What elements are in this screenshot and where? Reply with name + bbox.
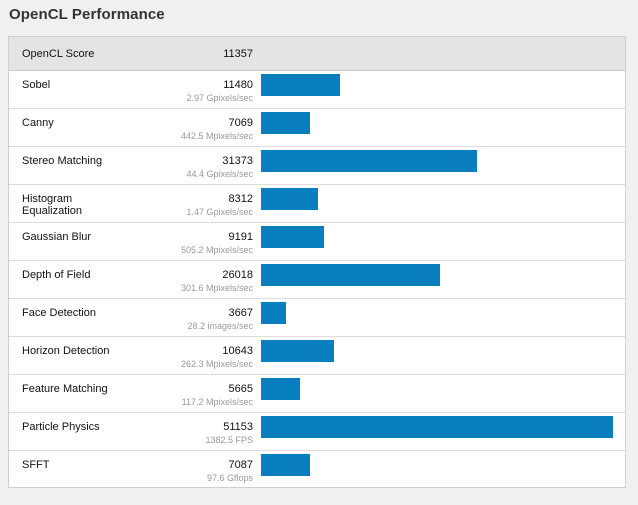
benchmark-label: Gaussian Blur	[22, 231, 92, 243]
benchmark-score: 26018	[222, 269, 253, 281]
benchmark-score: 8312	[228, 193, 253, 205]
benchmark-rate: 44.4 Gpixels/sec	[186, 169, 253, 179]
benchmark-label: SFFT	[22, 459, 50, 471]
benchmark-row: Gaussian Blur 9191 505.2 Mpixels/sec	[9, 223, 625, 261]
benchmark-bar	[261, 378, 300, 400]
benchmark-label: Sobel	[22, 79, 51, 91]
benchmark-label: Depth of Field	[22, 269, 91, 281]
benchmark-row: Horizon Detection 10643 262.3 Mpixels/sec	[9, 337, 625, 375]
benchmark-row: Canny 7069 442.5 Mpixels/sec	[9, 109, 625, 147]
benchmark-score: 7087	[228, 459, 253, 471]
benchmark-rate: 301.6 Mpixels/sec	[180, 283, 253, 293]
benchmark-label: Stereo Matching	[22, 155, 103, 167]
benchmark-bar	[261, 150, 477, 172]
benchmark-row: Histogram Equalization 8312 1.47 Gpixels/s…	[9, 185, 625, 223]
benchmark-bar	[261, 226, 324, 248]
benchmark-rate: 442.5 Mpixels/sec	[180, 131, 253, 141]
page-title: OpenCL Performance	[9, 6, 165, 23]
benchmark-label: Horizon Detection	[22, 345, 110, 357]
benchmark-score: 5665	[228, 383, 253, 395]
benchmark-rate: 1382.5 FPS	[205, 435, 253, 445]
benchmark-label: Canny	[22, 117, 54, 129]
benchmark-bar	[261, 302, 286, 324]
benchmark-bar	[261, 340, 334, 362]
benchmark-rate: 2.97 Gpixels/sec	[186, 93, 253, 103]
benchmark-bar	[261, 112, 310, 134]
benchmark-bar	[261, 264, 440, 286]
benchmark-bar	[261, 188, 318, 210]
benchmark-bar	[261, 416, 613, 438]
opencl-score-value: 11357	[223, 48, 253, 60]
benchmark-score: 11480	[223, 79, 253, 91]
benchmark-label: Particle Physics	[22, 421, 100, 433]
benchmark-score: 10643	[222, 345, 253, 357]
benchmark-score: 7069	[228, 117, 253, 129]
benchmark-row: Particle Physics 51153 1382.5 FPS	[9, 413, 625, 451]
benchmark-rate: 1.47 Gpixels/sec	[186, 207, 253, 217]
opencl-score-label: OpenCL Score	[22, 48, 95, 60]
benchmark-row: Feature Matching 5665 117.2 Mpixels/sec	[9, 375, 625, 413]
benchmark-label: Feature Matching	[22, 383, 108, 395]
opencl-results-panel: OpenCL Score 11357 Sobel 11480 2.97 Gpixel…	[8, 36, 626, 488]
benchmark-score: 3667	[228, 307, 253, 319]
benchmark-rate: 97.6 Gflops	[206, 473, 253, 483]
benchmark-bar	[261, 74, 340, 96]
benchmark-rate: 117.2 Mpixels/sec	[181, 397, 253, 407]
benchmark-row: Depth of Field 26018 301.6 Mpixels/sec	[9, 261, 625, 299]
opencl-score-row: OpenCL Score 11357	[9, 37, 625, 71]
benchmark-row: SFFT 7087 97.6 Gflops	[9, 451, 625, 489]
benchmark-score: 51153	[223, 421, 253, 433]
benchmark-score: 31373	[222, 155, 253, 167]
benchmark-row: Sobel 11480 2.97 Gpixels/sec	[9, 71, 625, 109]
benchmark-label: Face Detection	[22, 307, 96, 319]
benchmark-bar	[261, 454, 310, 476]
benchmark-label: Histogram Equalization	[22, 193, 82, 217]
benchmark-rate: 262.3 Mpixels/sec	[180, 359, 253, 369]
benchmark-row: Stereo Matching 31373 44.4 Gpixels/sec	[9, 147, 625, 185]
benchmark-row: Face Detection 3667 28.2 images/sec	[9, 299, 625, 337]
benchmark-rate: 505.2 Mpixels/sec	[180, 245, 253, 255]
benchmark-rate: 28.2 images/sec	[187, 321, 253, 331]
benchmark-score: 9191	[228, 231, 253, 243]
